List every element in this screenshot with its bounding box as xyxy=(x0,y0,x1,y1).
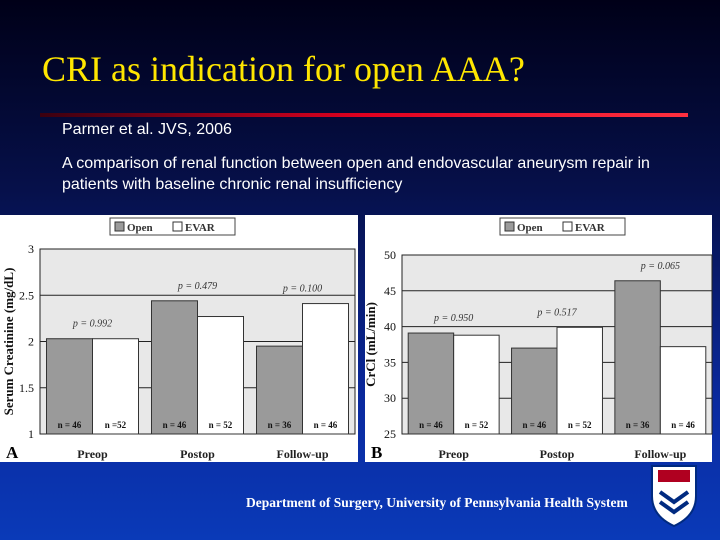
x-tick-label: Follow-up xyxy=(634,447,686,461)
x-tick-label: Postop xyxy=(540,447,575,461)
footer: Department of Surgery, University of Pen… xyxy=(246,495,628,510)
n-label: n =52 xyxy=(105,420,127,430)
p-label: p = 0.479 xyxy=(177,281,217,292)
p-label: p = 0.517 xyxy=(536,307,577,318)
n-label: n = 52 xyxy=(465,420,489,430)
y-axis-label: Serum Creatinine (mg/dL) xyxy=(1,268,16,416)
x-tick-label: Postop xyxy=(180,447,215,461)
y-axis-label: CrCl (mL/min) xyxy=(363,302,378,387)
legend-swatch xyxy=(114,221,125,232)
x-tick-label: Preop xyxy=(77,447,108,461)
bar xyxy=(659,346,707,435)
p-label: p = 0.992 xyxy=(72,319,112,330)
legend-swatch xyxy=(504,221,515,232)
bar xyxy=(256,345,303,435)
citation: Parmer et al. JVS, 2006 xyxy=(62,121,232,138)
legend-label: Open xyxy=(517,222,543,234)
n-label: n = 36 xyxy=(268,420,292,430)
n-label: n = 46 xyxy=(314,420,338,430)
bar xyxy=(614,280,661,435)
bar xyxy=(151,300,198,435)
chart-panel: 1 1.5 2 2.5 3 Serum Creatinine (mg/dL) A Open EV… xyxy=(0,215,358,462)
bar xyxy=(197,316,244,435)
bar xyxy=(511,347,558,435)
y-tick-label: 50 xyxy=(384,248,396,262)
n-label: n = 52 xyxy=(209,420,233,430)
n-label: n = 46 xyxy=(419,420,443,430)
y-tick-label: 2.5 xyxy=(19,288,34,302)
description: A comparison of renal function between o… xyxy=(62,155,650,193)
n-label: n = 46 xyxy=(58,420,82,430)
title-rule xyxy=(40,113,688,117)
chart-panel: 25 30 35 40 45 50 CrCl (mL/min) B Open EVAR Preop n… xyxy=(363,215,713,462)
bar xyxy=(302,303,349,435)
n-label: n = 46 xyxy=(522,420,546,430)
legend-swatch xyxy=(172,221,183,232)
logo xyxy=(651,465,697,528)
y-tick-label: 40 xyxy=(384,320,396,334)
legend-label: EVAR xyxy=(575,222,606,234)
y-tick-label: 25 xyxy=(384,427,396,441)
n-label: n = 52 xyxy=(568,420,592,430)
n-label: n = 46 xyxy=(671,420,695,430)
p-label: p = 0.065 xyxy=(640,261,680,272)
legend-label: Open xyxy=(127,222,153,234)
p-label: p = 0.100 xyxy=(282,284,322,295)
x-tick-label: Follow-up xyxy=(276,447,328,461)
n-label: n = 36 xyxy=(626,420,650,430)
n-label: n = 46 xyxy=(163,420,187,430)
y-tick-label: 45 xyxy=(384,284,396,298)
bar xyxy=(407,332,455,435)
y-tick-label: 35 xyxy=(384,355,396,369)
legend-swatch xyxy=(562,221,573,232)
slide-title: CRI as indication for open AAA? xyxy=(42,49,525,89)
legend-label: EVAR xyxy=(185,222,216,234)
y-tick-label: 30 xyxy=(384,391,396,405)
y-tick-label: 3 xyxy=(28,242,34,256)
panel-letter: A xyxy=(6,443,19,462)
y-tick-label: 1 xyxy=(28,427,34,441)
bar xyxy=(453,334,500,435)
p-label: p = 0.950 xyxy=(433,313,473,324)
bar xyxy=(556,326,603,435)
y-tick-label: 1.5 xyxy=(19,381,34,395)
panel-letter: B xyxy=(371,443,382,462)
y-tick-label: 2 xyxy=(28,335,34,349)
bar xyxy=(92,338,139,435)
x-tick-label: Preop xyxy=(438,447,469,461)
